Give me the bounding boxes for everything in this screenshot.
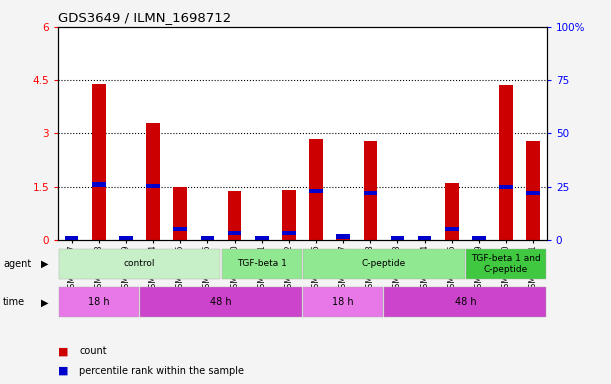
Bar	[59, 287, 139, 318]
Text: 48 h: 48 h	[210, 297, 232, 308]
Bar	[146, 123, 160, 240]
Text: ▶: ▶	[42, 259, 49, 269]
Bar	[59, 249, 221, 279]
Text: agent: agent	[3, 259, 31, 269]
Bar	[390, 236, 404, 240]
Bar	[119, 236, 133, 240]
Bar	[384, 287, 546, 318]
Text: control: control	[124, 260, 155, 268]
Bar	[309, 189, 323, 193]
Bar	[119, 238, 133, 240]
Bar	[309, 139, 323, 240]
Bar	[472, 236, 486, 240]
Bar	[466, 249, 546, 279]
Text: time: time	[3, 297, 25, 308]
Bar	[174, 227, 187, 232]
Text: 18 h: 18 h	[332, 297, 354, 308]
Bar	[364, 141, 377, 240]
Bar	[303, 249, 465, 279]
Text: TGF-beta 1: TGF-beta 1	[237, 260, 287, 268]
Text: count: count	[79, 346, 107, 356]
Bar	[364, 191, 377, 195]
Bar	[499, 86, 513, 240]
Bar	[282, 231, 296, 235]
Bar	[418, 236, 431, 240]
Bar	[174, 187, 187, 240]
Bar	[146, 184, 160, 188]
Bar	[527, 141, 540, 240]
Bar	[390, 238, 404, 240]
Text: ■: ■	[58, 366, 68, 376]
Bar	[418, 238, 431, 240]
Bar	[222, 249, 302, 279]
Bar	[337, 233, 350, 240]
Bar	[445, 183, 459, 240]
Bar	[200, 238, 214, 240]
Bar	[200, 236, 214, 240]
Bar	[65, 236, 78, 240]
Text: 18 h: 18 h	[88, 297, 109, 308]
Bar	[499, 185, 513, 189]
Bar	[140, 287, 302, 318]
Bar	[527, 191, 540, 195]
Bar	[445, 227, 459, 232]
Text: 48 h: 48 h	[455, 297, 476, 308]
Bar	[255, 238, 268, 240]
Bar	[472, 238, 486, 240]
Text: C-peptide: C-peptide	[362, 260, 406, 268]
Bar	[282, 190, 296, 240]
Text: TGF-beta 1 and
C-peptide: TGF-beta 1 and C-peptide	[471, 254, 541, 274]
Text: percentile rank within the sample: percentile rank within the sample	[79, 366, 244, 376]
Text: GDS3649 / ILMN_1698712: GDS3649 / ILMN_1698712	[58, 12, 232, 25]
Bar	[65, 238, 78, 240]
Bar	[303, 287, 383, 318]
Bar	[228, 191, 241, 240]
Bar	[92, 182, 106, 187]
Bar	[337, 234, 350, 238]
Bar	[92, 84, 106, 240]
Text: ■: ■	[58, 346, 68, 356]
Bar	[255, 236, 268, 240]
Text: ▶: ▶	[42, 297, 49, 308]
Bar	[228, 231, 241, 235]
